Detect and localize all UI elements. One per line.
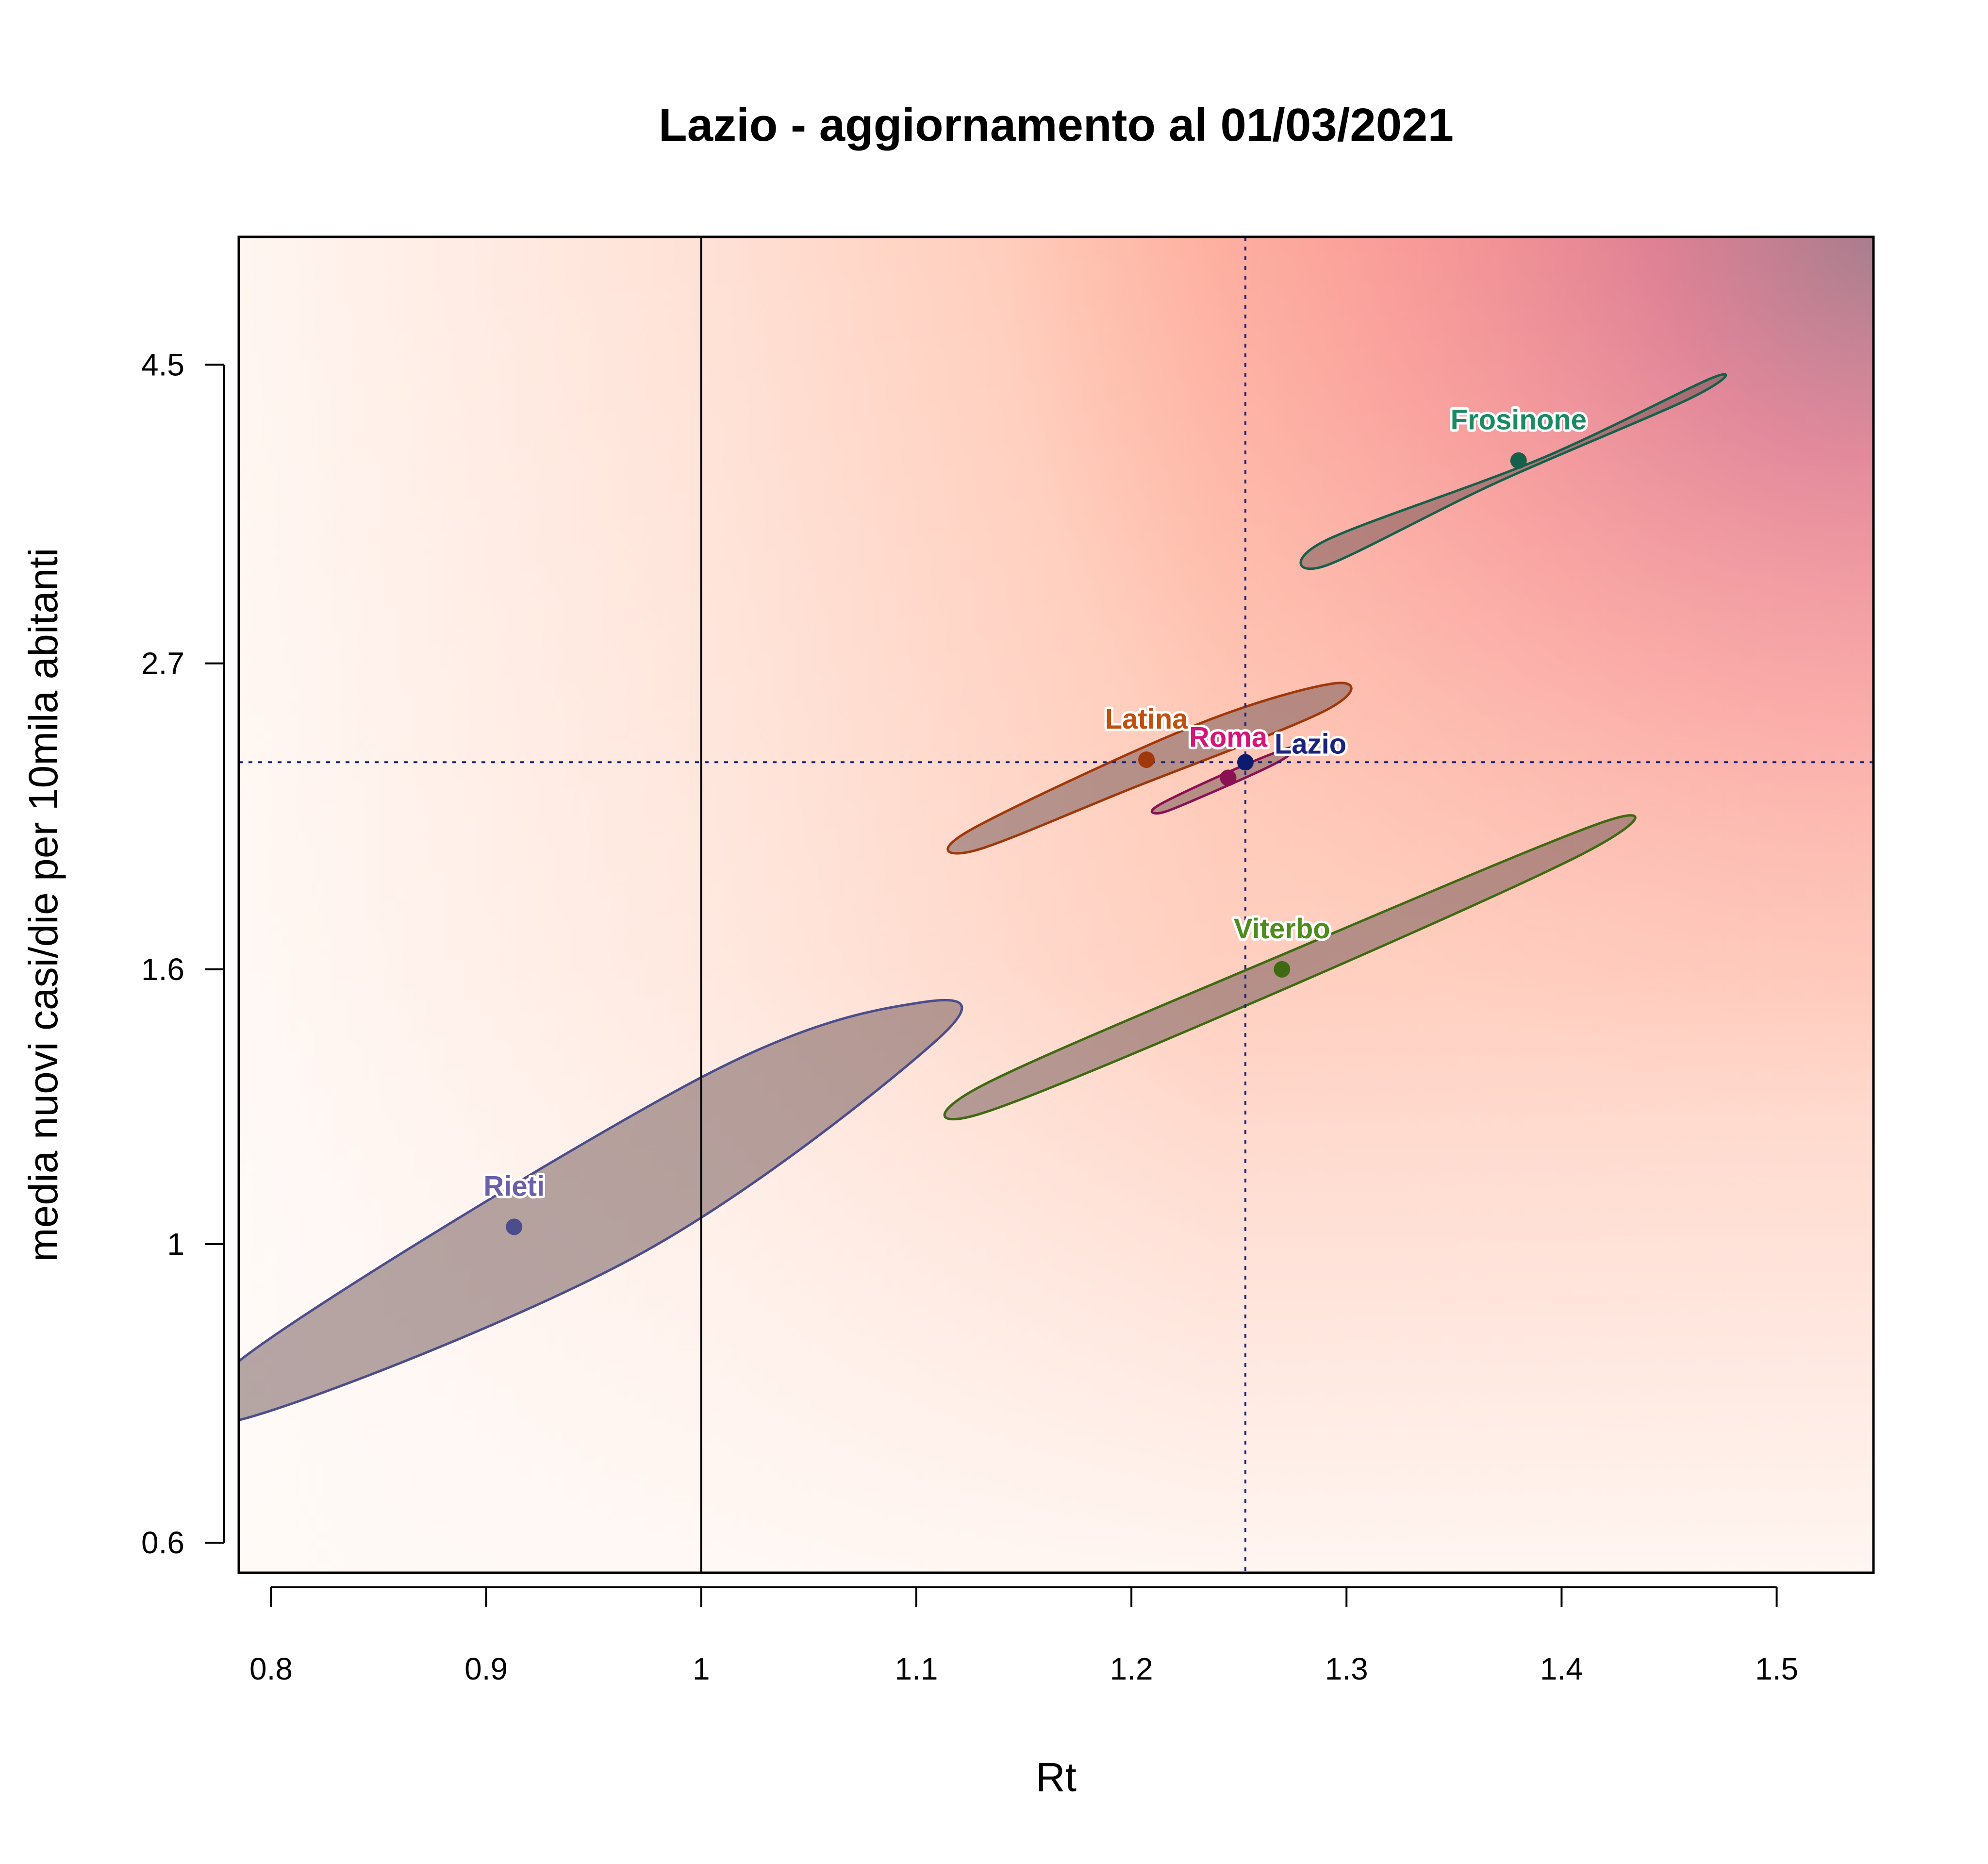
y-tick-label-1: 1	[167, 1227, 184, 1262]
y-axis-title: media nuovi casi/die per 10mila abitanti	[20, 548, 66, 1262]
point-viterbo	[1274, 961, 1291, 978]
ellipse-rieti	[239, 999, 963, 1422]
x-tick-label-5: 1.3	[1325, 1651, 1368, 1686]
x-tick-label-0: 0.8	[249, 1651, 293, 1686]
data-points	[506, 452, 1527, 1235]
x-tick-label-4: 1.2	[1110, 1651, 1153, 1686]
point-lazio	[1237, 754, 1254, 771]
point-label-rieti: Rieti	[483, 1170, 545, 1202]
x-tick-label-7: 1.5	[1755, 1651, 1798, 1686]
y-axis: 0.6 1 1.6 2.7 4.5	[141, 347, 225, 1560]
point-label-roma: Roma	[1189, 721, 1268, 753]
x-tick-label-2: 1	[693, 1651, 710, 1686]
plot-background	[239, 237, 1873, 1573]
y-tick-label-3: 2.7	[141, 646, 184, 681]
point-label-lazio: Lazio	[1275, 728, 1346, 760]
point-rieti	[506, 1218, 523, 1235]
chart-title: Lazio - aggiornamento al 01/03/2021	[659, 99, 1454, 151]
y-tick-label-2: 1.6	[141, 952, 184, 987]
y-tick-label-4: 4.5	[141, 347, 184, 382]
background-gradient-vertical	[239, 237, 1873, 1573]
point-roma	[1220, 769, 1237, 786]
x-axis: 0.8 0.9 1 1.1 1.2 1.3 1.4 1.5	[249, 1586, 1798, 1686]
ellipse-latina	[946, 682, 1353, 855]
x-tick-label-3: 1.1	[895, 1651, 938, 1686]
x-tick-label-1: 0.9	[464, 1651, 508, 1686]
plot-frame	[237, 235, 1875, 1574]
x-axis-title: Rt	[1036, 1754, 1077, 1800]
point-label-frosinone: Frosinone	[1451, 404, 1587, 436]
x-tick-label-6: 1.4	[1540, 1651, 1583, 1686]
point-frosinone	[1510, 452, 1527, 469]
chart-title-text: Lazio - aggiornamento al 01/03/2021	[659, 99, 1454, 151]
point-label-latina: Latina	[1105, 703, 1189, 735]
point-latina	[1138, 751, 1155, 768]
reference-lines	[239, 237, 1873, 1573]
point-label-viterbo: Viterbo	[1234, 913, 1330, 945]
ellipse-frosinone	[1299, 373, 1727, 570]
y-tick-label-0: 0.6	[141, 1525, 184, 1560]
